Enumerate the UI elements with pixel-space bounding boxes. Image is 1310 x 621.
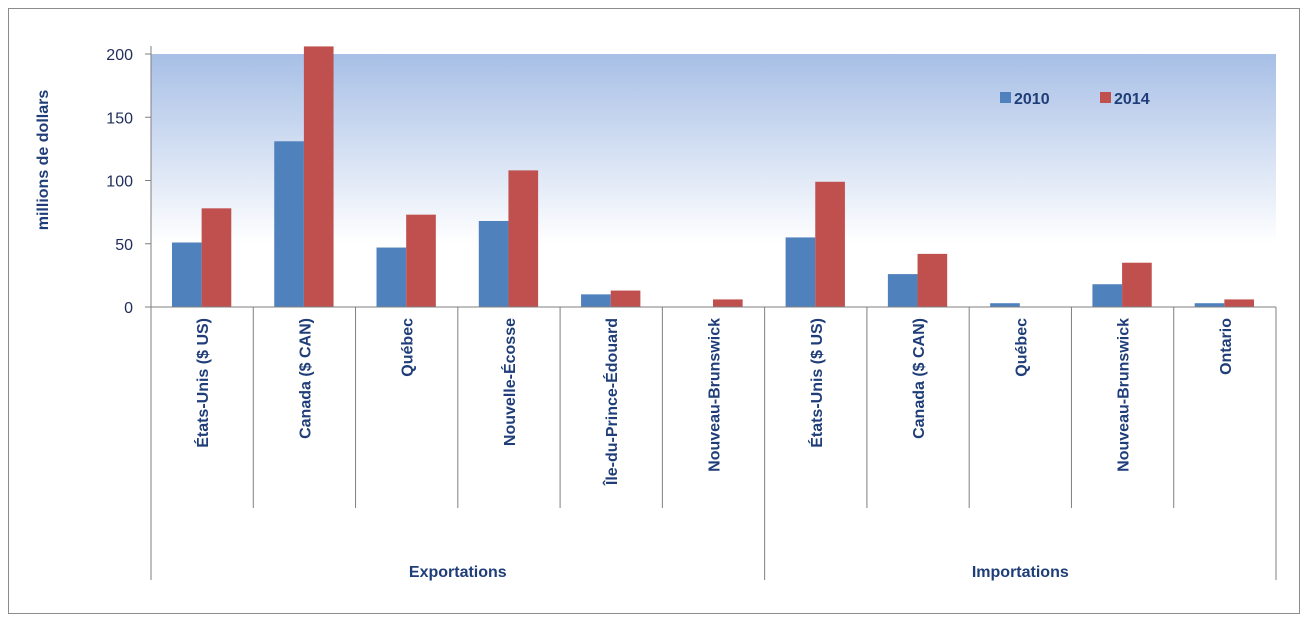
category-label: Canada ($ CAN) bbox=[297, 318, 314, 439]
bar-2014 bbox=[201, 208, 232, 307]
legend-label: 2014 bbox=[1114, 91, 1150, 108]
bar-2010 bbox=[887, 274, 918, 307]
bar-2010 bbox=[990, 303, 1020, 307]
bar-2010 bbox=[478, 220, 509, 307]
legend-swatch bbox=[1000, 92, 1011, 103]
bar-2014 bbox=[406, 214, 436, 307]
category-label: Île-du-Prince-Édouard bbox=[602, 318, 621, 486]
category-label: Nouveau-Brunswick bbox=[1116, 318, 1133, 472]
bar-2010 bbox=[1092, 284, 1123, 307]
y-tick-label: 50 bbox=[115, 237, 133, 254]
bar-2014 bbox=[508, 170, 539, 307]
bar-2014 bbox=[917, 253, 948, 307]
bar-2010 bbox=[376, 247, 407, 307]
category-label: Ontario bbox=[1218, 318, 1235, 375]
bar-2010 bbox=[274, 141, 304, 307]
bar-2010 bbox=[581, 294, 611, 307]
group-label: Importations bbox=[972, 564, 1069, 581]
bar-2014 bbox=[1224, 299, 1255, 307]
category-label: États-Unis ($ US) bbox=[807, 318, 826, 448]
bar-2014 bbox=[303, 46, 334, 307]
legend-swatch bbox=[1100, 92, 1111, 103]
bar-2014 bbox=[815, 181, 845, 307]
category-label: Nouveau-Brunswick bbox=[707, 318, 724, 472]
bar-2010 bbox=[785, 237, 816, 307]
y-tick-label: 200 bbox=[106, 47, 133, 64]
legend: 2010 2014 bbox=[1000, 91, 1150, 108]
category-label: États-Unis ($ US) bbox=[193, 318, 212, 448]
bar-2014 bbox=[1122, 262, 1152, 307]
bar-2010 bbox=[171, 242, 202, 307]
y-tick-label: 150 bbox=[106, 110, 133, 127]
category-label: Canada ($ CAN) bbox=[911, 318, 928, 439]
y-tick-label: 100 bbox=[106, 174, 133, 191]
plot-background-band bbox=[151, 54, 1276, 244]
bar-2014 bbox=[712, 299, 743, 307]
y-tick-label: 0 bbox=[124, 300, 133, 317]
bar-2010 bbox=[1194, 303, 1225, 307]
group-label: Exportations bbox=[409, 564, 507, 581]
y-axis-title: millions de dollars bbox=[35, 90, 52, 231]
bar-2014 bbox=[610, 290, 641, 307]
category-label: Québec bbox=[400, 318, 417, 377]
category-label: Québec bbox=[1013, 318, 1030, 377]
category-label: Nouvelle-Écosse bbox=[500, 318, 519, 446]
legend-label: 2010 bbox=[1014, 91, 1050, 108]
